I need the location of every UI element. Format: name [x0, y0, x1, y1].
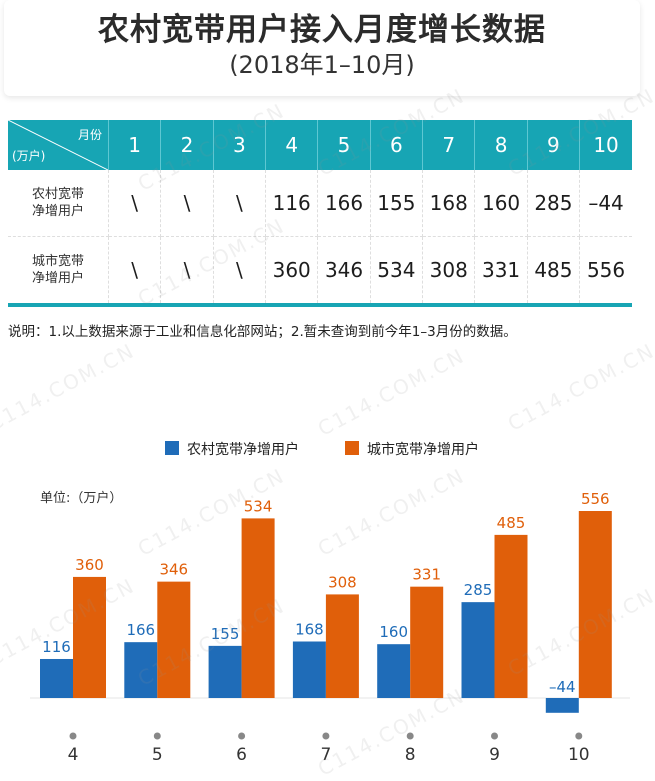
table-cell: 360: [265, 236, 319, 307]
data-label: 534: [244, 497, 273, 515]
month-header: 2: [160, 120, 214, 170]
table-cell: 285: [527, 170, 581, 237]
table-cell: 556: [579, 236, 632, 307]
data-label: 160: [379, 623, 408, 641]
bar: [410, 586, 444, 698]
title-card: 农村宽带用户接入月度增长数据 (2018年1–10月): [4, 0, 640, 96]
month-header: 9: [527, 120, 581, 170]
x-tick-label: 7: [320, 745, 331, 760]
table-cell: \: [108, 236, 162, 307]
row-label-line: 净增用户: [31, 271, 84, 286]
month-header: 6: [370, 120, 424, 170]
month-header: 10: [579, 120, 632, 170]
x-tick-label: 4: [68, 745, 79, 760]
data-label: 285: [464, 581, 493, 599]
bar: [545, 698, 579, 713]
month-header: 8: [474, 120, 528, 170]
tick-dot: [322, 732, 330, 740]
bar: [461, 602, 495, 698]
month-header: 7: [422, 120, 476, 170]
table-cell: 485: [527, 236, 581, 307]
data-table: 月份 (万户) 1 2 3 4 5 6 7 8 9 10 农村宽带 净增用户 \…: [8, 120, 632, 307]
table-cell: –44: [579, 170, 632, 237]
legend-swatch: [165, 441, 179, 455]
bar: [208, 645, 242, 698]
row-label-line: 城市宽带: [31, 254, 84, 269]
tick-dot: [491, 732, 498, 740]
table-cell: 155: [370, 170, 424, 237]
source-note: 说明：1.以上数据来源于工业和信息化部网站；2.暂未查询到前今年1–3月份的数据…: [8, 324, 517, 340]
table-cell: \: [160, 170, 214, 237]
table-cell: 116: [265, 170, 319, 237]
table-row-rural: 农村宽带 净增用户 \ \ \ 116 166 155 168 160 285 …: [8, 170, 632, 237]
tick-dot: [238, 732, 246, 740]
bar: [494, 534, 528, 698]
diagonal-divider: [8, 120, 108, 170]
data-label: 155: [211, 625, 240, 643]
row-label-urban: 城市宽带 净增用户: [8, 236, 109, 307]
table-cell: 346: [317, 236, 371, 307]
table-cell: 168: [422, 170, 476, 237]
table-cell: \: [108, 170, 162, 237]
data-label: 485: [497, 514, 526, 532]
table-cell: 308: [422, 236, 476, 307]
data-label: 116: [42, 638, 71, 656]
x-tick-label: 5: [152, 745, 163, 760]
x-tick-label: 10: [568, 745, 590, 760]
bar: [73, 576, 106, 698]
x-tick-label: 9: [489, 745, 500, 760]
bar: [292, 641, 326, 698]
row-label-line: 农村宽带: [31, 187, 84, 202]
bar: [124, 642, 158, 698]
tick-dot: [406, 732, 414, 740]
bar: [40, 658, 73, 698]
unit-label: 单位:（万户）: [40, 490, 122, 506]
legend-label: 城市宽带净增用户: [367, 441, 479, 458]
month-header: 4: [265, 120, 319, 170]
legend-swatch: [345, 441, 359, 455]
data-label: 346: [159, 561, 188, 579]
data-label: 166: [126, 621, 155, 639]
tick-dot: [153, 732, 161, 740]
row-label-rural: 农村宽带 净增用户: [8, 170, 109, 237]
row-label-line: 净增用户: [31, 204, 84, 219]
bar: [157, 581, 191, 698]
table-row-urban: 城市宽带 净增用户 \ \ \ 360 346 534 308 331 485 …: [8, 236, 632, 307]
table-cell: \: [213, 170, 267, 237]
x-tick-label: 6: [236, 745, 247, 760]
month-header: 5: [317, 120, 371, 170]
corner-unit-label: (万户): [12, 149, 46, 163]
table-cell: 160: [474, 170, 528, 237]
data-label: 331: [412, 566, 441, 584]
data-label: 168: [295, 620, 324, 638]
data-label: 308: [328, 573, 357, 591]
data-label: 360: [75, 556, 104, 574]
table-cell: 331: [474, 236, 528, 307]
month-header: 3: [213, 120, 267, 170]
bar: [241, 518, 275, 698]
bar: [325, 594, 359, 698]
table-cell: \: [160, 236, 214, 307]
month-header: 1: [108, 120, 162, 170]
table-header-row: 月份 (万户) 1 2 3 4 5 6 7 8 9 10: [8, 120, 632, 170]
page-title: 农村宽带用户接入月度增长数据: [98, 12, 546, 48]
page-subtitle: (2018年1–10月): [229, 51, 415, 79]
tick-dot: [69, 732, 77, 740]
bar: [578, 511, 612, 698]
table-cell: \: [213, 236, 267, 307]
bar: [377, 644, 411, 698]
corner-month-label: 月份: [77, 128, 102, 142]
table-cell: 166: [317, 170, 371, 237]
legend-label: 农村宽带净增用户: [187, 441, 299, 458]
x-tick-label: 8: [405, 745, 416, 760]
table-cell: 534: [370, 236, 424, 307]
data-label: 556: [581, 490, 610, 508]
tick-dot: [575, 732, 583, 740]
data-label: –44: [549, 678, 576, 696]
table-corner-cell: 月份 (万户): [8, 120, 109, 170]
